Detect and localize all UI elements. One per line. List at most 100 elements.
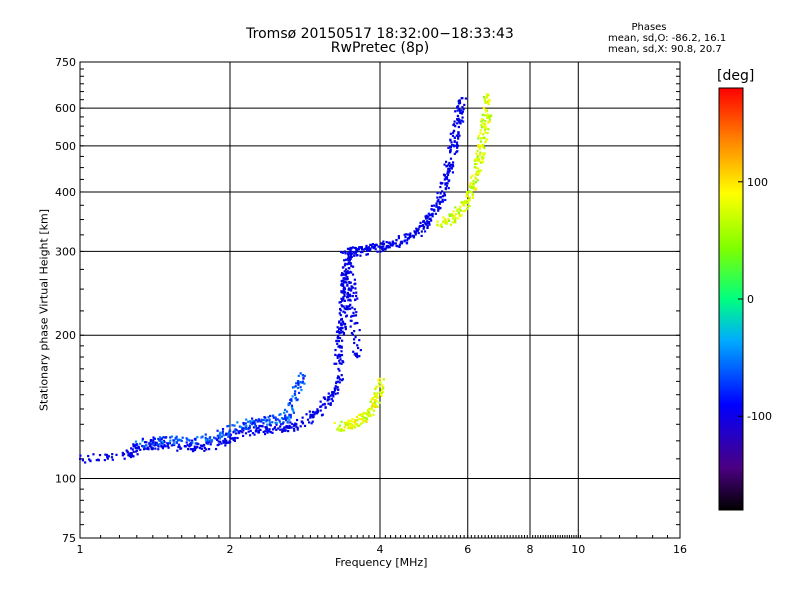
data-point	[351, 314, 354, 318]
data-point	[343, 264, 347, 267]
data-point	[349, 254, 353, 257]
data-point	[316, 410, 319, 414]
data-point	[455, 151, 458, 154]
data-point	[436, 220, 439, 223]
data-point	[479, 169, 483, 172]
data-point	[280, 417, 284, 420]
data-point	[487, 121, 490, 124]
data-point	[322, 396, 325, 399]
data-point	[437, 206, 440, 209]
data-point	[223, 437, 227, 441]
data-point	[146, 446, 149, 449]
data-point	[483, 152, 486, 155]
data-point	[447, 171, 450, 174]
data-point	[341, 378, 344, 381]
data-point	[360, 248, 364, 251]
data-point	[475, 171, 478, 174]
data-point	[484, 120, 487, 123]
data-point	[216, 438, 219, 442]
data-point	[457, 131, 460, 134]
data-point	[319, 405, 322, 408]
data-point	[374, 405, 377, 409]
data-point	[355, 415, 359, 419]
data-point	[178, 445, 181, 448]
data-point	[388, 241, 391, 244]
data-point	[350, 289, 353, 292]
data-point	[151, 447, 154, 451]
data-point	[351, 417, 354, 421]
data-point	[351, 306, 354, 309]
data-point	[145, 441, 148, 444]
data-point	[216, 429, 219, 432]
data-point	[359, 413, 363, 416]
data-point	[290, 404, 294, 407]
data-point	[343, 250, 347, 253]
data-point	[266, 423, 269, 426]
data-point	[379, 382, 382, 385]
data-point	[343, 293, 346, 296]
grid-lines	[80, 62, 680, 538]
data-point	[291, 422, 294, 426]
data-point	[201, 435, 204, 438]
data-point	[291, 386, 295, 389]
data-point	[465, 200, 468, 203]
data-point	[335, 382, 338, 385]
data-point	[370, 406, 373, 409]
data-point	[337, 376, 341, 379]
data-point	[361, 250, 364, 254]
data-point	[268, 430, 271, 433]
data-point	[233, 424, 236, 427]
data-point	[197, 442, 200, 446]
data-point	[217, 443, 221, 446]
data-point	[413, 231, 417, 234]
data-point	[106, 455, 109, 459]
data-point	[416, 229, 419, 232]
data-point	[484, 131, 487, 134]
data-point	[445, 165, 448, 168]
data-point	[443, 178, 446, 181]
data-point	[306, 418, 310, 421]
data-point	[297, 383, 300, 387]
data-point	[480, 144, 483, 147]
data-point	[87, 454, 90, 458]
data-point	[455, 122, 459, 125]
data-point	[487, 102, 490, 106]
data-point	[453, 145, 456, 148]
data-point	[148, 442, 151, 445]
data-point	[397, 237, 401, 240]
data-point	[136, 453, 139, 456]
data-point	[342, 305, 345, 308]
data-point	[301, 374, 305, 377]
data-point	[389, 242, 392, 246]
data-point	[128, 454, 131, 458]
data-point	[343, 429, 346, 432]
data-point	[372, 245, 375, 249]
data-point	[299, 372, 302, 375]
data-point	[441, 198, 444, 201]
data-point	[459, 209, 462, 212]
data-point	[205, 441, 208, 444]
y-tick-label: 300	[55, 245, 76, 258]
data-point	[352, 251, 355, 254]
data-point	[344, 262, 347, 265]
data-point	[428, 221, 431, 225]
data-point	[481, 145, 484, 148]
data-point	[262, 422, 265, 425]
data-point	[271, 431, 274, 434]
data-point	[336, 336, 339, 339]
data-point	[186, 443, 189, 447]
data-point	[352, 311, 355, 315]
data-point	[353, 353, 356, 356]
data-point	[214, 437, 217, 440]
data-point	[444, 187, 447, 191]
data-point	[346, 275, 349, 279]
data-point	[293, 386, 296, 389]
data-point	[342, 279, 345, 282]
data-point	[358, 413, 361, 417]
data-point	[111, 458, 114, 461]
data-point	[336, 428, 339, 431]
phases-x-stats: mean, sd,X: 90.8, 20.7	[608, 44, 722, 55]
data-point	[348, 280, 351, 284]
data-point	[244, 426, 247, 429]
data-point	[376, 405, 379, 408]
